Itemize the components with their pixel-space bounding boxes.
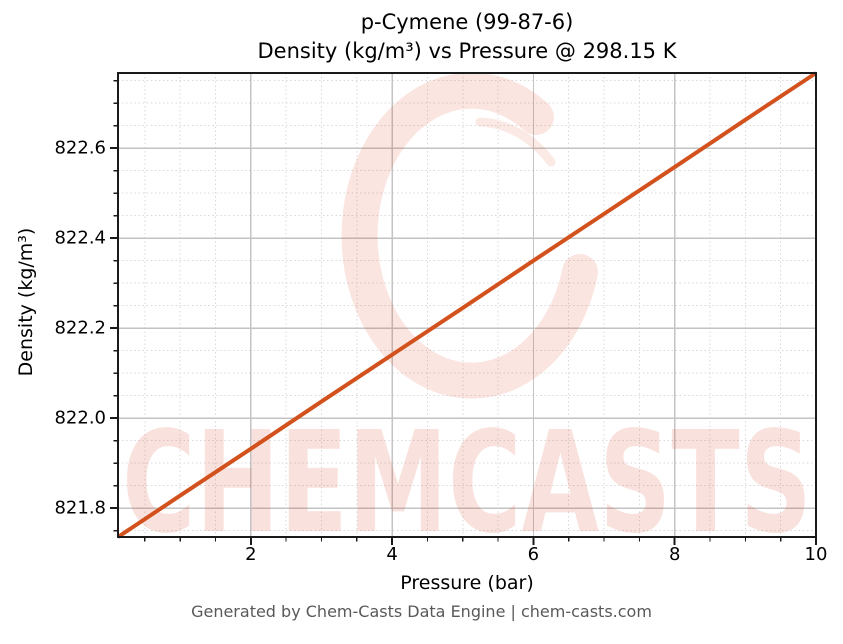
x-axis-label: Pressure (bar) bbox=[400, 572, 534, 594]
chart-title-line2: Density (kg/m³) vs Pressure @ 298.15 K bbox=[257, 39, 677, 63]
y-tick-label: 822.2 bbox=[54, 317, 106, 339]
x-tick-label: 10 bbox=[804, 544, 828, 565]
y-axis-label: Density (kg/m³) bbox=[15, 227, 37, 377]
y-tick-label: 821.8 bbox=[54, 497, 106, 519]
data-line bbox=[116, 71, 818, 539]
watermark-text: CHEMCASTS bbox=[122, 402, 812, 565]
y-tick-label: 822.4 bbox=[54, 227, 106, 249]
x-tick-label: 4 bbox=[386, 544, 398, 565]
x-tick-label: 8 bbox=[668, 544, 681, 565]
y-tick-label: 822.0 bbox=[54, 407, 106, 429]
x-tick-label: 6 bbox=[527, 544, 540, 565]
watermark-ring-icon bbox=[341, 72, 598, 399]
chart-title-line1: p-Cymene (99-87-6) bbox=[360, 10, 574, 34]
footer-credit: Generated by Chem-Casts Data Engine | ch… bbox=[191, 602, 652, 621]
y-tick-label: 822.6 bbox=[54, 137, 106, 159]
watermark-ring-hook-icon bbox=[475, 117, 556, 167]
chart-title: p-Cymene (99-87-6) Density (kg/m³) vs Pr… bbox=[118, 8, 816, 66]
x-tick-label: 2 bbox=[245, 544, 257, 565]
axes-frame bbox=[117, 72, 817, 538]
